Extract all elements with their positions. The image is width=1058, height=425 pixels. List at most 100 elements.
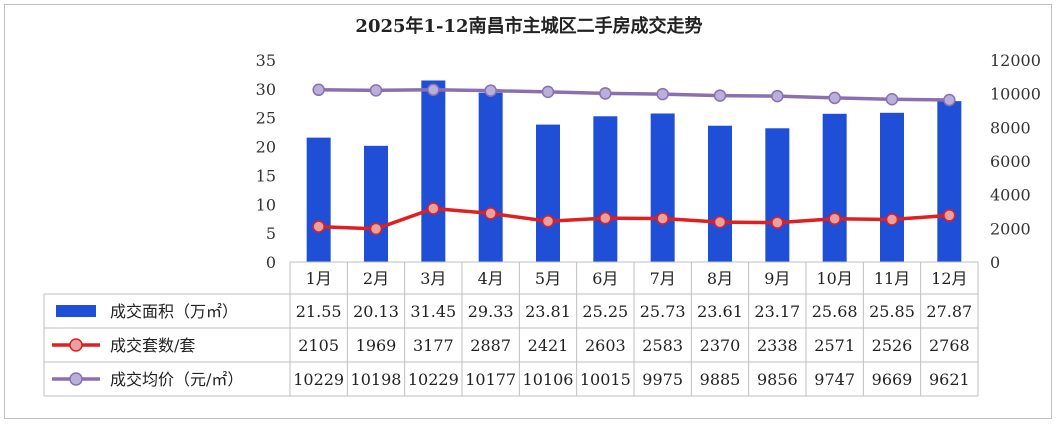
table-cell: 23.81: [525, 302, 571, 321]
bar: [593, 116, 618, 263]
chart-title: 2025年1-12南昌市主城区二手房成交走势: [355, 15, 702, 37]
table-cell: 31.45: [410, 302, 456, 321]
y-right-tick-label: 12000: [990, 51, 1041, 70]
series-line: [318, 88, 950, 102]
legend-key-bar: [56, 305, 96, 317]
table-cell: 3177: [413, 336, 454, 355]
data-point: [369, 222, 383, 236]
table-cell: 2571: [814, 336, 855, 355]
table-cell: 9747: [814, 370, 855, 389]
y-left-tick-label: 35: [256, 51, 276, 70]
x-tick-label: 4月: [478, 269, 504, 288]
data-point: [656, 212, 669, 225]
y-right-tick-label: 2000: [990, 219, 1031, 238]
bar: [708, 125, 732, 262]
table-cell: 25.73: [640, 302, 686, 321]
table-cell: 2105: [298, 336, 339, 355]
legend-key-marker: [69, 372, 83, 386]
table-cell: 10198: [351, 370, 402, 389]
data-point: [885, 213, 899, 226]
bar: [822, 113, 847, 263]
y-left-tick-label: 5: [266, 224, 276, 243]
x-tick-label: 11月: [874, 269, 910, 288]
table-cell: 1969: [356, 336, 397, 355]
table-cell: 25.25: [582, 302, 628, 321]
bar: [765, 128, 790, 262]
data-point: [713, 215, 727, 229]
legend-key-marker: [69, 338, 83, 352]
axes: 0 5 10 15 20 25 30 35 0 2000 4000 6000 8000 10000 1200…: [256, 51, 1041, 272]
table-cell: 10106: [523, 370, 574, 389]
table-cell: 21.55: [296, 302, 342, 321]
data-point: [541, 214, 555, 228]
data-point: [943, 93, 956, 107]
data-point: [541, 85, 555, 99]
y-right-tick-label: 4000: [990, 186, 1031, 205]
table-cell: 25.68: [812, 302, 858, 321]
data-point: [484, 207, 497, 220]
x-tick-label: 1月: [306, 269, 332, 288]
table-cell: 2370: [700, 336, 741, 355]
bar: [880, 112, 904, 263]
x-tick-label: 2月: [363, 269, 389, 288]
table-cell: 2583: [642, 336, 683, 355]
x-tick-label: 6月: [592, 269, 618, 288]
table-cell: 20.13: [353, 302, 399, 321]
table-cell: 9621: [929, 370, 970, 389]
line-series: [312, 83, 956, 236]
x-tick-label: 10月: [816, 269, 852, 288]
data-point: [369, 84, 383, 97]
data-point: [771, 89, 784, 103]
table-cell: 29.33: [468, 302, 514, 321]
bar: [650, 113, 675, 262]
table-cell: 9669: [872, 370, 913, 389]
table-cell: 23.17: [754, 302, 800, 321]
table-cell: 10229: [293, 370, 344, 389]
series-line: [318, 206, 950, 231]
y-right-tick-label: 8000: [990, 118, 1031, 137]
x-tick-label: 12月: [931, 269, 967, 288]
table-cell: 2421: [528, 336, 569, 355]
y-left-tick-label: 0: [266, 253, 276, 272]
table-cell: 2887: [470, 336, 511, 355]
x-tick-label: 8月: [707, 269, 733, 288]
x-tick-label: 7月: [650, 269, 676, 288]
data-point: [943, 209, 956, 222]
x-tick-label: 3月: [420, 269, 446, 288]
table-cell: 25.85: [869, 302, 915, 321]
bar: [306, 137, 331, 262]
y-left-tick-label: 25: [256, 109, 276, 128]
table-cell: 2603: [585, 336, 626, 355]
table-cell: 27.87: [926, 302, 972, 321]
bar: [364, 145, 388, 262]
x-tick-label: 9月: [764, 269, 790, 288]
table-cell: 10229: [408, 370, 459, 389]
table-cell: 9856: [757, 370, 798, 389]
table-cell: 23.61: [697, 302, 743, 321]
x-tick-label: 5月: [535, 269, 561, 288]
table-cell: 10015: [580, 370, 631, 389]
data-point: [427, 83, 440, 97]
data-point: [656, 87, 669, 101]
data-point: [484, 84, 497, 97]
legend-label: 成交套数/套: [110, 336, 195, 355]
data-point: [312, 83, 325, 97]
bar: [937, 101, 962, 262]
legend-label: 成交均价（元/㎡）: [110, 370, 243, 389]
data-point: [599, 87, 612, 100]
table-cell: 2526: [872, 336, 913, 355]
bar: [536, 124, 560, 263]
data-point: [771, 216, 784, 229]
data-point: [885, 92, 899, 106]
legend-label: 成交面积（万㎡）: [110, 302, 238, 321]
table-cell: 9885: [700, 370, 741, 389]
table-cell: 2338: [757, 336, 798, 355]
y-right-tick-label: 10000: [990, 85, 1041, 104]
table-cell: 2768: [929, 336, 970, 355]
data-point: [828, 91, 841, 105]
data-point: [427, 202, 440, 215]
bar: [421, 80, 446, 262]
bar-series: [306, 80, 962, 263]
y-right-tick-label: 6000: [990, 152, 1031, 171]
